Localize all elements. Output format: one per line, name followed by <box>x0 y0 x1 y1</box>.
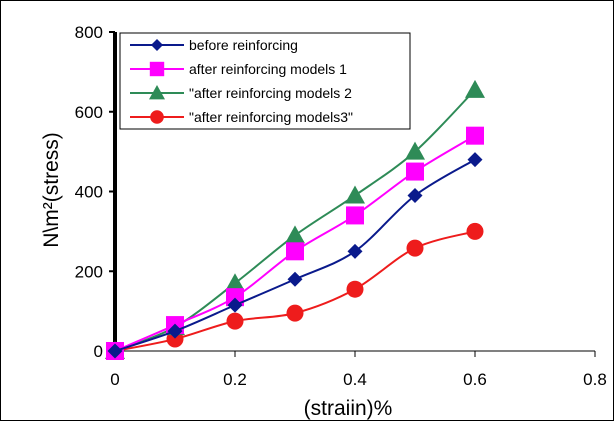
data-point <box>287 271 303 287</box>
data-point <box>226 312 244 330</box>
x-tick-label: 0 <box>110 370 119 389</box>
data-point <box>406 162 424 181</box>
legend-swatch-marker <box>150 110 164 124</box>
legend-swatch-marker <box>149 85 165 100</box>
x-tick-label: 0.8 <box>583 370 607 389</box>
legend-swatch-marker <box>151 39 163 51</box>
data-point <box>285 225 305 244</box>
legend-label: before reinforcing <box>189 37 298 53</box>
series-1 <box>107 152 483 359</box>
y-tick-label: 400 <box>75 183 103 202</box>
data-point <box>167 323 183 339</box>
x-tick-label: 0.6 <box>463 370 487 389</box>
y-tick-label: 0 <box>94 342 103 361</box>
x-axis-title: (straiin)% <box>304 397 393 420</box>
y-tick-label: 600 <box>75 103 103 122</box>
x-tick-label: 0.4 <box>343 370 367 389</box>
data-point <box>345 185 365 204</box>
legend-swatch-marker <box>149 61 165 77</box>
legend-box <box>119 32 411 130</box>
data-point <box>225 273 245 292</box>
data-point <box>226 288 244 307</box>
data-point <box>107 343 123 359</box>
data-point <box>465 79 485 98</box>
data-point <box>286 304 304 322</box>
data-point <box>466 222 484 240</box>
y-axis-title: N\m²(stress) <box>40 132 63 247</box>
data-point <box>406 239 424 257</box>
x-tick-label: 0.2 <box>223 370 247 389</box>
legend-label: "after reinforcing models3" <box>189 109 353 125</box>
data-point <box>467 152 483 168</box>
legend-item: before reinforcing <box>130 37 298 53</box>
data-point <box>227 297 243 313</box>
data-point <box>466 126 484 145</box>
legend-item: "after reinforcing models3" <box>130 109 353 125</box>
y-tick-label: 200 <box>75 262 103 281</box>
legend: before reinforcing after reinforcing mode… <box>119 32 411 130</box>
data-point <box>407 187 423 203</box>
data-point <box>346 206 364 225</box>
legend-label: after reinforcing models 1 <box>189 61 347 77</box>
y-tick-label: 800 <box>75 23 103 42</box>
data-point <box>286 242 304 261</box>
data-point <box>405 141 425 160</box>
legend-item: "after reinforcing models 2 <box>130 85 352 101</box>
data-point <box>347 243 363 259</box>
data-point <box>346 280 364 298</box>
legend-item: after reinforcing models 1 <box>130 61 347 77</box>
legend-label: "after reinforcing models 2 <box>189 85 352 101</box>
